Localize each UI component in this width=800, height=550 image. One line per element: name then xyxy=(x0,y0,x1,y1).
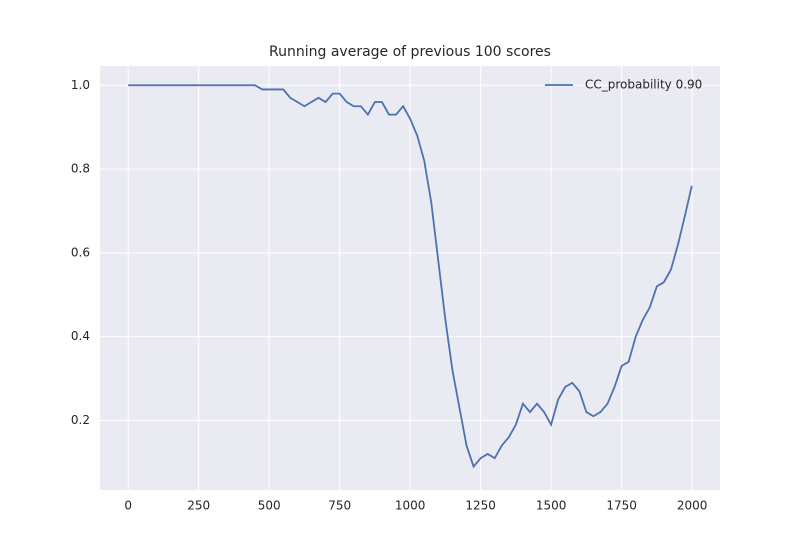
y-tick-label: 0.8 xyxy=(71,162,90,176)
x-tick-label: 750 xyxy=(328,499,351,513)
x-tick-label: 1500 xyxy=(536,499,567,513)
y-tick-label: 0.2 xyxy=(71,413,90,427)
data-line xyxy=(128,84,693,469)
y-tick-label: 0.6 xyxy=(71,245,90,259)
x-tick-label: 250 xyxy=(187,499,210,513)
y-tick-label: 1.0 xyxy=(71,78,90,92)
x-tick-label: 0 xyxy=(124,499,132,513)
x-tick-label: 500 xyxy=(258,499,281,513)
x-tick-label: 1000 xyxy=(395,499,426,513)
chart-title: Running average of previous 100 scores xyxy=(269,44,551,60)
x-tick-label: 1250 xyxy=(465,499,496,513)
x-tick-label: 2000 xyxy=(677,499,708,513)
legend-label: CC_probability 0.90 xyxy=(585,78,702,92)
y-tick-label: 0.4 xyxy=(71,329,90,343)
x-tick-label: 1750 xyxy=(606,499,637,513)
